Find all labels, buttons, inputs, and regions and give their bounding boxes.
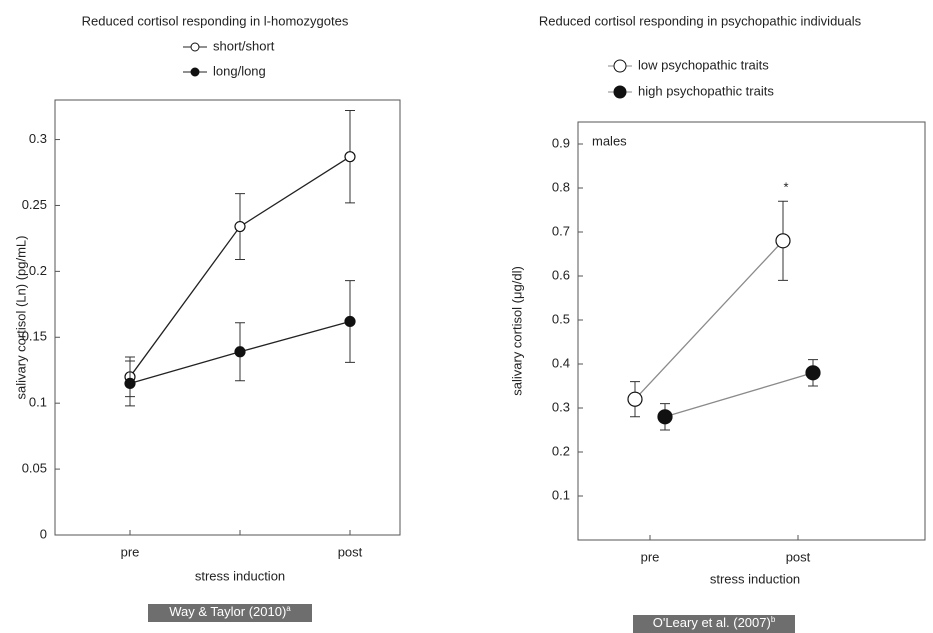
data-point [124,377,136,390]
series-line [664,372,814,418]
chart-title: Reduced cortisol responding in psychopat… [539,13,862,28]
source-box [633,615,795,633]
y-tick-label: 0.1 [552,487,570,502]
x-axis-label: stress induction [195,568,285,583]
legend-label: short/short [213,38,275,53]
data-point [344,151,356,163]
legend-marker [190,42,200,52]
y-tick-label: 0.25 [22,197,47,212]
y-axis-label: salivary cortisol (Ln) (pg/mL) [13,236,28,400]
data-point [775,233,791,249]
series-line [634,240,784,400]
x-tick-label: pre [121,544,140,559]
chart: Reduced cortisol responding in psychopat… [509,13,926,633]
annotation: males [592,133,627,148]
y-tick-label: 0.05 [22,461,47,476]
x-tick-label: post [338,544,363,559]
source-box [148,604,312,622]
legend-label: low psychopathic traits [638,57,769,72]
y-tick-label: 0 [40,526,47,541]
y-tick-label: 0.15 [22,329,47,344]
y-tick-label: 0.2 [552,443,570,458]
y-tick-label: 0.2 [29,263,47,278]
data-point [344,315,356,328]
plot-frame [54,99,401,536]
y-tick-label: 0.7 [552,223,570,238]
source: O'Leary et al. (2007)b [653,615,776,630]
legend-label: long/long [213,63,266,78]
x-axis-label: stress induction [710,571,800,586]
y-axis-label: salivary cortisol (μg/dl) [509,266,524,396]
source-text: Way & Taylor (2010) [169,604,286,619]
y-tick-label: 0.5 [552,311,570,326]
source-note: a [286,604,291,613]
y-tick-label: 0.3 [552,399,570,414]
data-point [657,409,673,425]
data-point [627,391,643,407]
y-tick-label: 0.9 [552,135,570,150]
legend-label: high psychopathic traits [638,83,774,98]
legend-marker [190,67,200,77]
y-tick-label: 0.3 [29,131,47,146]
y-tick-label: 0.8 [552,179,570,194]
annotation: * [783,179,788,194]
chart: Reduced cortisol responding in l-homozyg… [13,13,401,622]
x-tick-label: post [786,549,811,564]
chart-title: Reduced cortisol responding in l-homozyg… [82,13,349,28]
plot-frame [577,121,926,541]
y-tick-label: 0.1 [29,395,47,410]
source: Way & Taylor (2010)a [169,604,291,619]
legend-marker [613,59,627,73]
data-point [805,365,821,381]
source-text: O'Leary et al. (2007) [653,615,771,630]
y-tick-label: 0.4 [552,355,570,370]
data-point [234,346,246,358]
data-point [234,220,246,233]
source-note: b [771,615,776,624]
x-tick-label: pre [641,549,660,564]
legend-marker [613,85,627,99]
y-tick-label: 0.6 [552,267,570,282]
